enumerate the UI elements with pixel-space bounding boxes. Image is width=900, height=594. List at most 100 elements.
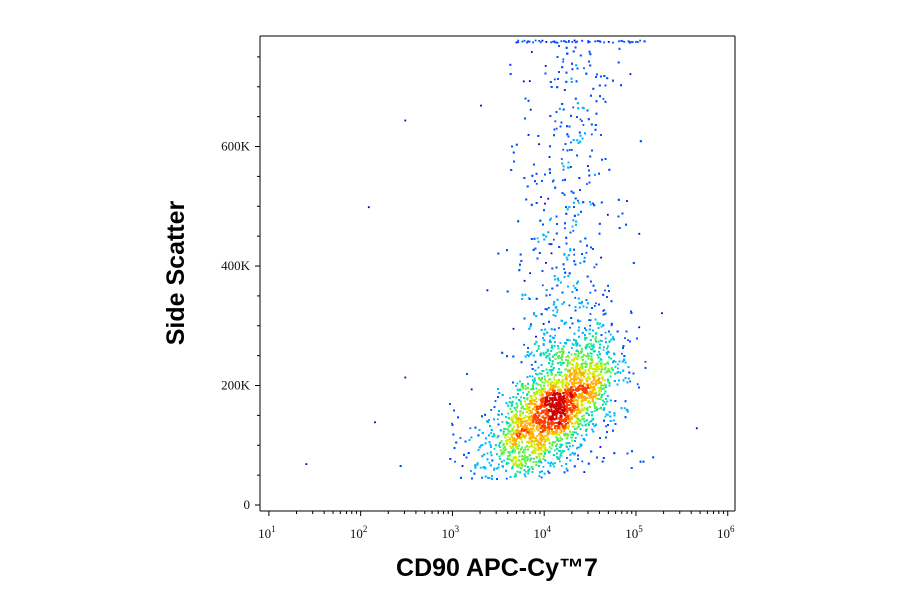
event-dot [695,427,698,430]
event-dot [507,429,510,432]
event-dot [507,417,510,420]
event-dot [571,41,574,43]
event-dot [558,458,560,460]
event-dot [498,392,501,394]
event-dot [609,371,612,374]
event-dot [605,351,608,354]
event-dot [579,189,581,191]
event-dot [563,322,566,324]
event-dot [612,361,614,364]
event-dot [598,390,601,393]
event-dot [587,357,590,360]
event-dot [578,306,581,309]
event-dot [605,413,608,416]
event-dot [592,248,594,250]
event-dot [632,372,635,375]
event-dot [530,364,533,366]
event-dot [453,409,455,412]
event-dot [551,372,553,375]
event-dot [548,156,551,158]
event-dot [567,448,570,451]
event-dot [515,143,518,146]
event-dot [551,267,554,270]
event-dot [510,446,512,449]
event-dot [585,366,588,368]
event-dot [600,362,603,364]
event-dot [549,115,552,117]
event-dot [531,466,534,469]
event-dot [488,477,491,479]
event-dot [561,303,564,305]
event-dot [602,348,605,351]
event-dot [626,200,628,202]
event-dot [581,39,584,42]
event-dot [620,407,623,410]
event-dot [565,71,568,74]
event-dot [520,407,523,410]
event-dot [577,425,580,428]
event-dot [553,376,555,379]
event-dot [565,433,568,436]
event-dot [543,385,545,387]
event-dot [521,455,523,458]
event-dot [540,364,543,366]
event-dot [538,448,540,451]
event-dot [565,356,568,359]
event-dot [575,80,578,83]
event-dot [556,456,559,459]
event-dot [544,308,547,310]
event-dot [592,360,594,363]
event-dot [513,430,516,433]
event-dot [589,201,591,203]
event-dot [594,406,597,409]
event-dot [604,415,607,418]
event-dot [561,358,563,361]
event-dot [502,433,505,436]
event-dot [607,41,610,43]
event-dot [505,421,508,424]
event-dot [607,379,610,382]
event-dot [600,134,602,136]
event-dot [496,467,498,470]
event-dot [605,386,607,388]
event-dot [404,119,407,122]
event-dot [560,454,563,457]
event-dot [489,464,492,467]
event-dot [549,462,552,465]
event-dot [521,465,524,467]
event-dot [535,172,538,175]
event-dot [511,465,514,468]
event-dot [538,40,541,42]
event-dot [554,41,556,44]
event-dot [493,447,496,450]
event-dot [561,192,564,194]
event-dot [524,460,526,463]
event-dot [549,81,552,83]
event-dot [577,213,580,216]
event-dot [588,405,591,408]
event-dot [520,401,522,403]
event-dot [529,395,532,397]
event-dot [554,441,556,444]
event-dot [551,363,554,366]
event-dot [512,381,514,384]
event-dot [587,413,590,416]
event-dot [600,325,603,328]
event-dot [541,470,543,473]
event-dot [501,421,504,423]
event-dot [537,240,540,243]
event-dot [581,137,584,140]
event-dot [585,412,588,415]
event-dot [521,405,524,408]
event-dot [534,180,536,183]
event-dot [546,331,549,334]
event-dot [488,419,490,421]
event-dot [546,449,549,452]
event-dot [577,418,579,420]
event-dot [500,440,503,443]
event-dot [556,56,559,58]
event-dot [572,229,575,232]
event-dot [552,179,555,182]
event-dot [638,326,641,329]
event-dot [497,252,500,255]
